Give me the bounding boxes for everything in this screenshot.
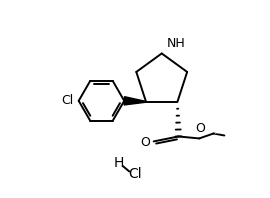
Text: Cl: Cl bbox=[62, 94, 74, 107]
Text: H: H bbox=[114, 156, 124, 170]
Text: Cl: Cl bbox=[128, 167, 142, 181]
Text: NH: NH bbox=[167, 37, 185, 50]
Polygon shape bbox=[124, 97, 146, 105]
Text: methyl: methyl bbox=[215, 133, 220, 134]
Text: O: O bbox=[195, 122, 205, 135]
Text: O: O bbox=[140, 136, 150, 149]
